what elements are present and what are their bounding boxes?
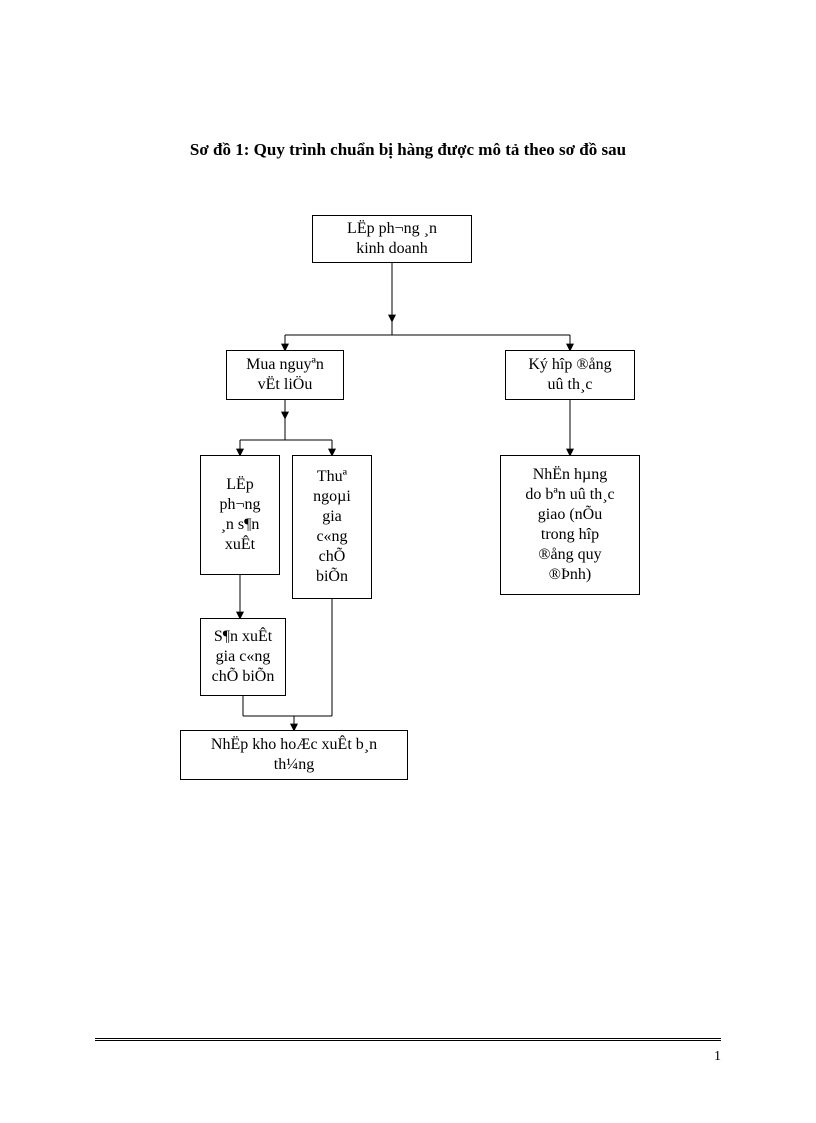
node-buy-materials: Mua nguyªn vËt liÖu bbox=[226, 350, 344, 400]
node-receive-goods: NhËn hµng do bªn uû th¸c giao (nÕu trong… bbox=[500, 455, 640, 595]
page-number: 1 bbox=[714, 1049, 721, 1065]
node-plan-business: LËp ph¬ng ¸n kinh doanh bbox=[312, 215, 472, 263]
node-sign-contract: Ký hîp ®ång uû th¸c bbox=[505, 350, 635, 400]
node-produce-process: S¶n xuÊt gia c«ng chÕ biÕn bbox=[200, 618, 286, 696]
diagram-title: Sơ đồ 1: Quy trình chuẩn bị hàng được mô… bbox=[0, 140, 816, 160]
node-plan-production: LËp ph¬ng ¸n s¶n xuÊt bbox=[200, 455, 280, 575]
footer-divider bbox=[95, 1038, 721, 1041]
node-outsource-processing: Thuª ngoµi gia c«ng chÕ biÕn bbox=[292, 455, 372, 599]
node-warehouse-or-sell: NhËp kho hoÆc xuÊt b¸n th¼ng bbox=[180, 730, 408, 780]
page: Sơ đồ 1: Quy trình chuẩn bị hàng được mô… bbox=[0, 0, 816, 1123]
flowchart-edges bbox=[0, 0, 816, 1123]
